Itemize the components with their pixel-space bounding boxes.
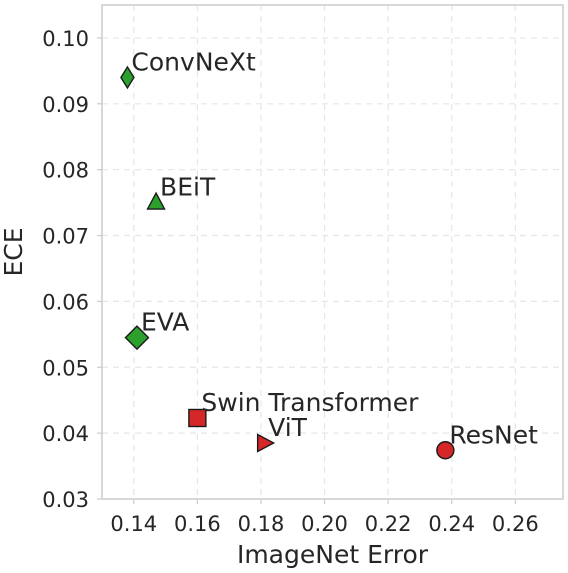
x-tick-label: 0.18 [238,512,285,536]
data-point-convnext [120,65,135,90]
y-tick-label: 0.10 [42,27,89,51]
grid [102,5,563,500]
axis-ticks: 0.14 0.16 0.18 0.20 0.22 0.24 0.26 0.03 0.04 0.05… [42,27,538,536]
y-tick-label: 0.06 [42,290,89,314]
point-label: ViT [268,413,307,442]
y-tick-label: 0.04 [42,422,89,446]
y-axis-label: ECE [0,227,28,276]
data-point-swin-transformer [188,408,207,428]
y-tick-label: 0.09 [42,93,89,117]
x-tick-label: 0.22 [365,512,412,536]
data-point-resnet [436,441,455,460]
data-point-beit [146,191,166,210]
data-point-vit [256,433,276,453]
point-label: EVA [141,308,189,337]
point-label: Swin Transformer [201,388,419,417]
point-label: BEiT [160,173,216,202]
point-label: ResNet [449,420,538,449]
x-tick-label: 0.14 [110,512,157,536]
data-point-eva [124,325,150,351]
point-label: ConvNeXt [131,47,256,76]
plot-frame [101,4,564,500]
y-tick-label: 0.07 [42,225,89,249]
data-points [120,65,455,460]
x-tick-label: 0.26 [492,512,539,536]
x-tick-label: 0.20 [301,512,348,536]
y-tick-label: 0.03 [42,488,89,512]
x-tick-label: 0.16 [174,512,221,536]
x-axis-label: ImageNet Error [237,540,429,569]
y-tick-label: 0.05 [42,356,89,380]
y-tick-label: 0.08 [42,159,89,183]
x-tick-label: 0.24 [428,512,475,536]
